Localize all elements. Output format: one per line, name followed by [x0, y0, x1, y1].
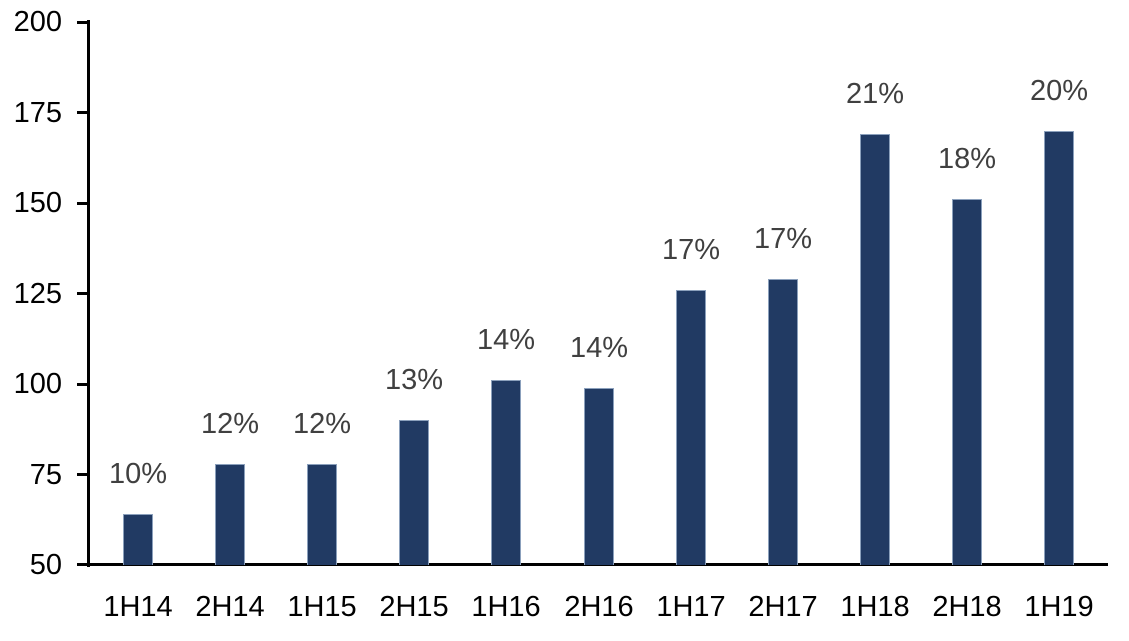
y-tick-mark [77, 473, 90, 476]
y-tick-label: 150 [13, 187, 62, 219]
bar-value-label: 12% [292, 408, 352, 440]
x-tick-label: 1H18 [840, 591, 910, 623]
bar-value-label: 14% [569, 332, 629, 364]
bar [860, 134, 890, 565]
x-tick-label: 2H17 [748, 591, 818, 623]
y-tick-label: 75 [29, 458, 62, 491]
bar [952, 199, 982, 565]
bar [1044, 130, 1074, 565]
y-tick-label: 125 [13, 277, 62, 310]
x-tick-label: 1H19 [1024, 591, 1094, 623]
x-tick-label: 2H14 [195, 591, 265, 623]
x-tick-label: 1H14 [103, 591, 173, 623]
y-tick-label: 50 [29, 549, 62, 581]
bar-value-label: 10% [108, 458, 168, 490]
bar [215, 463, 245, 565]
bar-value-label: 18% [937, 143, 997, 175]
bar [676, 289, 706, 565]
bar [584, 387, 614, 565]
x-tick-label: 2H16 [564, 591, 634, 623]
bar [123, 514, 153, 565]
x-tick-label: 2H18 [932, 591, 1002, 623]
x-tick-label: 1H17 [656, 591, 726, 623]
y-tick-mark [77, 201, 90, 205]
bar-value-label: 21% [845, 78, 905, 110]
y-tick-mark [77, 382, 90, 386]
y-tick-label: 175 [13, 96, 62, 129]
bar [491, 380, 521, 565]
y-tick-label: 100 [13, 368, 62, 400]
x-tick-label: 2H15 [379, 591, 449, 623]
x-tick-label: 1H15 [287, 591, 357, 623]
bar-value-label: 17% [661, 234, 721, 266]
bar-value-label: 13% [384, 364, 444, 396]
bar [768, 279, 798, 565]
bar-value-label: 14% [476, 324, 536, 356]
bar-value-label: 20% [1029, 75, 1089, 107]
bar-value-label: 17% [753, 223, 813, 255]
bar [307, 463, 337, 565]
x-tick-label: 1H16 [471, 591, 541, 623]
bar-value-label: 12% [200, 408, 260, 440]
bar [399, 420, 429, 565]
y-tick-mark [77, 111, 90, 114]
y-tick-mark [77, 292, 90, 295]
y-tick-mark [77, 20, 90, 24]
y-tick-label: 200 [13, 6, 62, 38]
